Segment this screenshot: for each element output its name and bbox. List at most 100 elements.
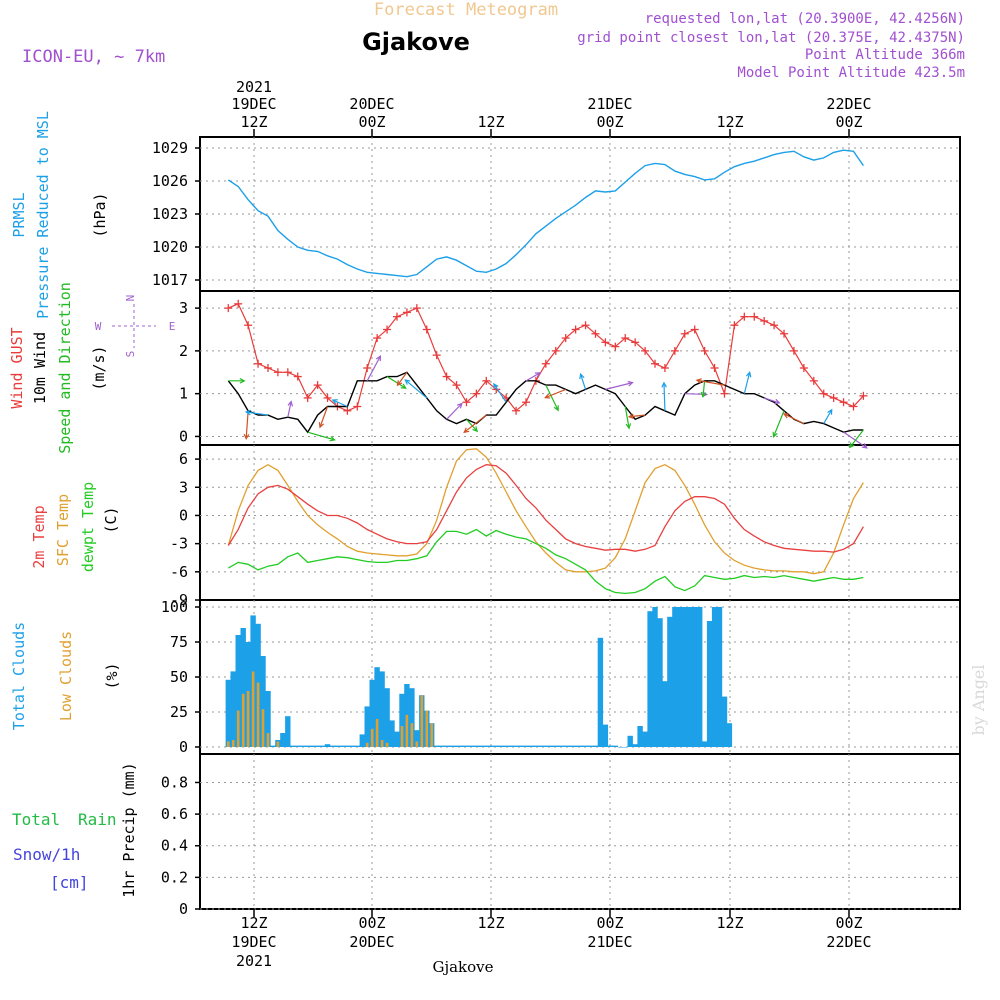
total-cloud-bar (667, 616, 673, 747)
total-cloud-bar (503, 745, 509, 747)
total-cloud-bar (394, 731, 400, 747)
wind-direction-arrowhead (861, 443, 868, 449)
total-cloud-bar (473, 745, 480, 747)
bottom-station-label: Gjakove (432, 958, 493, 976)
total-cloud-bar (533, 745, 539, 747)
precip-unit: 1hr Precip (mm) (120, 762, 138, 897)
total-cloud-bar (265, 691, 271, 747)
low-cloud-bar (410, 723, 414, 747)
wind-direction-arrow (743, 372, 751, 394)
low-cloud-bar (420, 695, 424, 747)
total-cloud-bar (548, 745, 554, 747)
total-cloud-bar (493, 745, 499, 747)
wind-direction-arrowhead (318, 422, 325, 429)
y-tick-label: 100 (161, 598, 188, 616)
total-cloud-bar (319, 745, 326, 747)
total-cloud-bar (379, 671, 385, 747)
total-cloud-bar (458, 745, 465, 747)
bottom-date-label: 22DEC (826, 933, 871, 951)
wind-direction-arrowhead (331, 399, 338, 405)
total-cloud-bar (627, 735, 633, 747)
top-time-axis: 19DEC 12Z 20DEC 00Z 12Z 21DEC 00Z 12Z 22… (231, 95, 871, 131)
wind-speed-line (227, 371, 864, 434)
low-cloud-bar (415, 741, 419, 747)
total-cloud-bar (587, 745, 594, 747)
wind-direction-arrow (696, 379, 725, 386)
y-tick-label: -3 (170, 535, 188, 553)
wind-label: 10m Wind (31, 332, 49, 404)
total-cloud-bar (354, 745, 360, 747)
low-cloud-bar (365, 742, 369, 747)
low-cloud-bar (370, 728, 374, 747)
low-cloud-bar (380, 740, 384, 747)
wind-direction-arrow (404, 379, 428, 399)
total-cloud-bar (726, 723, 733, 747)
y-tick-label: 1020 (152, 238, 188, 256)
wind-direction-arrowhead (243, 433, 250, 441)
temp-labels: 2m Temp SFC Temp dewpt Temp (C) (30, 482, 120, 572)
pressure-unit: (hPa) (91, 192, 109, 237)
total-cloud-bar (463, 745, 470, 747)
total-cloud-bar (270, 745, 276, 747)
wind-direction-arrow (386, 376, 407, 389)
y-tick-label: 0.2 (161, 868, 188, 886)
total-cloud-bar (637, 726, 643, 747)
wind-direction-arrowhead (244, 409, 252, 416)
wind-direction-arrowhead (827, 408, 833, 415)
total-cloud-bar (364, 706, 370, 747)
wind-direction-arrow (246, 411, 269, 416)
total-cloud-bar (453, 745, 460, 747)
low-cloud-bar (246, 691, 250, 747)
total-cloud-bar (701, 741, 708, 747)
temp2m-label: 2m Temp (30, 505, 48, 568)
total-cloud-bar (225, 679, 231, 747)
low-cloud-bar (241, 693, 245, 747)
wind-direction-arrowhead (375, 354, 381, 362)
total-cloud-bar (498, 745, 504, 747)
point-altitude: Point Altitude 366m (805, 47, 965, 63)
wind-direction-arrowhead (627, 413, 635, 420)
wind-direction-arrow (397, 371, 408, 386)
total-cloud-bar (414, 730, 420, 747)
pressure-label-1: PRMSL (10, 192, 28, 237)
panel-frame (199, 753, 961, 910)
total-cloud-bar (597, 637, 604, 747)
low-cloud-bar (231, 740, 235, 747)
wind-direction-arrowhead (456, 402, 463, 409)
total-cloud-bar (295, 745, 301, 747)
total-cloud-bar (706, 621, 713, 747)
cloud-labels: Total Clouds Low Clouds (%) (10, 622, 121, 730)
wind-direction-arrow (319, 406, 329, 428)
wind-direction-arrowhead (534, 372, 542, 378)
wind-direction-arrowhead (463, 427, 470, 434)
wind-direction-arrow (245, 410, 249, 439)
bottom-hour-label: 12Z (716, 914, 743, 932)
y-tick-label: 0 (179, 900, 188, 918)
low-cloud-bar (405, 714, 409, 747)
wind-direction-arrow (545, 384, 559, 411)
total-cloud-bar (448, 745, 455, 747)
wind-direction-arrow (605, 382, 633, 390)
compass-s: S (124, 351, 137, 358)
sfc-temp-line (227, 448, 864, 575)
total-cloud-bar (692, 607, 698, 747)
y-tick-label: 0.8 (161, 773, 188, 791)
low-cloud-bar (385, 742, 389, 747)
total-cloud-bar (468, 745, 475, 747)
top-date-label: 19DEC (231, 95, 276, 113)
credit-watermark: by Angel (969, 664, 988, 735)
total-cloud-bar (488, 745, 494, 747)
wind-direction-arrow (366, 355, 381, 382)
total-cloud-bar (672, 607, 678, 747)
total-cloud-bar (513, 745, 519, 747)
y-tick-label: 25 (170, 703, 188, 721)
top-year-label: 2021 (236, 78, 272, 96)
top-date-label: 20DEC (349, 95, 394, 113)
bottom-date-label: 19DEC (231, 933, 276, 951)
snow-unit-label: [cm] (50, 873, 89, 892)
bottom-date-label: 21DEC (587, 933, 632, 951)
wind-labels: Wind GUST 10m Wind Speed and Direction (… (8, 282, 175, 454)
total-cloud-bar (528, 745, 534, 747)
compass-e: E (169, 320, 176, 333)
low-cloud-bar (227, 741, 230, 747)
